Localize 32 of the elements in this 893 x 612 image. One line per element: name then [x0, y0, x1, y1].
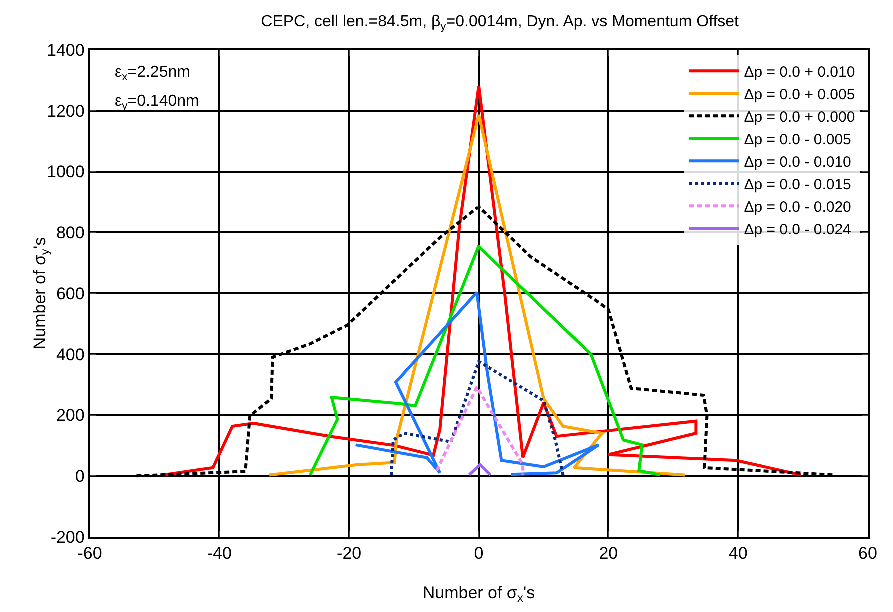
x-tick-label: -60: [78, 544, 102, 564]
line-series: [268, 114, 687, 477]
legend-label: Δp = 0.0 - 0.005: [744, 131, 852, 148]
legend-label: Δp = 0.0 + 0.010: [744, 64, 856, 81]
legend-label: Δp = 0.0 - 0.024: [744, 221, 852, 238]
chart-title: CEPC, cell len.=84.5m, β$_{y}$=0.0014m, Dyn. Ap. vs Momentum Offset: [261, 14, 740, 33]
y-tick-label: 800: [56, 224, 85, 243]
legend-label: Δp = 0.0 + 0.005: [744, 86, 856, 104]
x-tick-label: 20: [599, 544, 618, 564]
legend-label: Δp = 0.0 - 0.020: [744, 198, 852, 216]
y-tick-label: -200: [50, 528, 85, 547]
y-tick-label: 600: [56, 284, 85, 304]
line-series: [354, 291, 600, 476]
y-tick-label: 1000: [47, 162, 85, 182]
x-tick-label: -20: [337, 544, 362, 564]
y-tick-label: 0: [75, 467, 85, 486]
x-tick-label: -40: [207, 544, 232, 564]
x-axis-title: Number of σ$_{x}$'s: [422, 584, 536, 606]
x-tick-label: 60: [858, 544, 878, 564]
y-tick-label: 200: [56, 406, 85, 426]
legend-label: Δp = 0.0 - 0.010: [744, 154, 852, 171]
x-tick-label: 0: [474, 544, 484, 564]
line-series: [390, 360, 565, 477]
legend-label: Δp = 0.0 - 0.015: [744, 176, 852, 194]
annotation: ε$_{x}$=2.25nm: [115, 64, 190, 84]
y-tick-label: 1400: [47, 40, 85, 60]
legend-label: Δp = 0.0 + 0.000: [744, 108, 856, 126]
x-tick-label: 40: [728, 544, 748, 564]
line-series: [435, 386, 525, 477]
y-tick-label: 400: [56, 345, 85, 364]
line-series: [308, 244, 662, 477]
y-tick-label: 1200: [47, 102, 85, 121]
